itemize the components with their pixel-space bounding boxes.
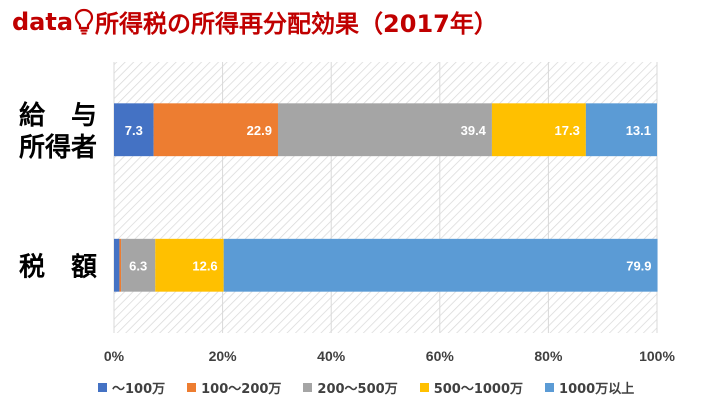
legend-label: 500～1000万 bbox=[433, 382, 524, 397]
bar-segment bbox=[121, 238, 156, 292]
x-tick-label: 80% bbox=[534, 348, 563, 364]
legend-item: 1000万以上 bbox=[545, 378, 634, 397]
data-label: 12.6 bbox=[192, 258, 217, 273]
data-label: 17.3 bbox=[555, 123, 580, 138]
data-label: 6.3 bbox=[129, 258, 147, 273]
x-tick-label: 20% bbox=[209, 348, 238, 364]
legend-item: 200～500万 bbox=[303, 378, 398, 397]
legend-swatch bbox=[545, 383, 555, 392]
legend-swatch bbox=[98, 383, 107, 392]
bars bbox=[114, 103, 658, 292]
legend-label: 100～200万 bbox=[201, 382, 282, 397]
title-text: 所得税の所得再分配効果（2017年） bbox=[95, 10, 498, 38]
x-tick-label: 0% bbox=[104, 348, 125, 364]
x-tick-label: 100% bbox=[639, 348, 675, 364]
legend-swatch bbox=[303, 383, 313, 392]
category-label: 給 与 bbox=[19, 100, 97, 131]
data-label: 79.9 bbox=[626, 258, 651, 273]
bar-segment bbox=[153, 103, 278, 157]
legend-label: 200～500万 bbox=[317, 382, 398, 397]
bar-segment bbox=[491, 103, 586, 157]
data-label: 22.9 bbox=[247, 123, 272, 138]
data-label: 39.4 bbox=[461, 123, 487, 138]
legend-label: 1000万以上 bbox=[559, 382, 635, 397]
title-prefix: data bbox=[12, 7, 74, 36]
legend: ～100万 100～200万 200～500万 500～1000万 1000万以上 bbox=[98, 378, 634, 397]
legend-item: 500～1000万 bbox=[419, 378, 524, 397]
chart-title: data 所得税の所得再分配効果（2017年） bbox=[12, 4, 498, 39]
bar-segment bbox=[114, 103, 154, 157]
bar-segment bbox=[223, 238, 658, 292]
bar-segment bbox=[277, 103, 492, 157]
legend-item: 100～200万 bbox=[187, 378, 281, 397]
data-labels: 7.3 22.9 39.4 17.3 13.1 6.3 12.6 79.9 bbox=[125, 123, 652, 274]
x-tick-label: 60% bbox=[426, 348, 455, 364]
data-label: 7.3 bbox=[125, 123, 143, 138]
x-tick-labels: 0% 20% 40% 60% 80% 100% bbox=[104, 348, 676, 364]
legend-label: ～100万 bbox=[112, 382, 166, 397]
bar-segment bbox=[114, 238, 120, 292]
bar-segment bbox=[585, 103, 657, 157]
legend-item: ～100万 bbox=[98, 378, 165, 397]
legend-swatch bbox=[419, 383, 429, 392]
category-label: 税 額 bbox=[19, 252, 97, 282]
plot-area bbox=[114, 62, 657, 333]
category-label: 所得者 bbox=[19, 133, 97, 163]
x-tick-label: 40% bbox=[317, 348, 346, 364]
data-label: 13.1 bbox=[626, 123, 651, 138]
bar-segment bbox=[155, 238, 224, 292]
legend-swatch bbox=[187, 383, 197, 392]
lightbulb-icon bbox=[74, 8, 94, 34]
bar-segment bbox=[119, 238, 122, 292]
